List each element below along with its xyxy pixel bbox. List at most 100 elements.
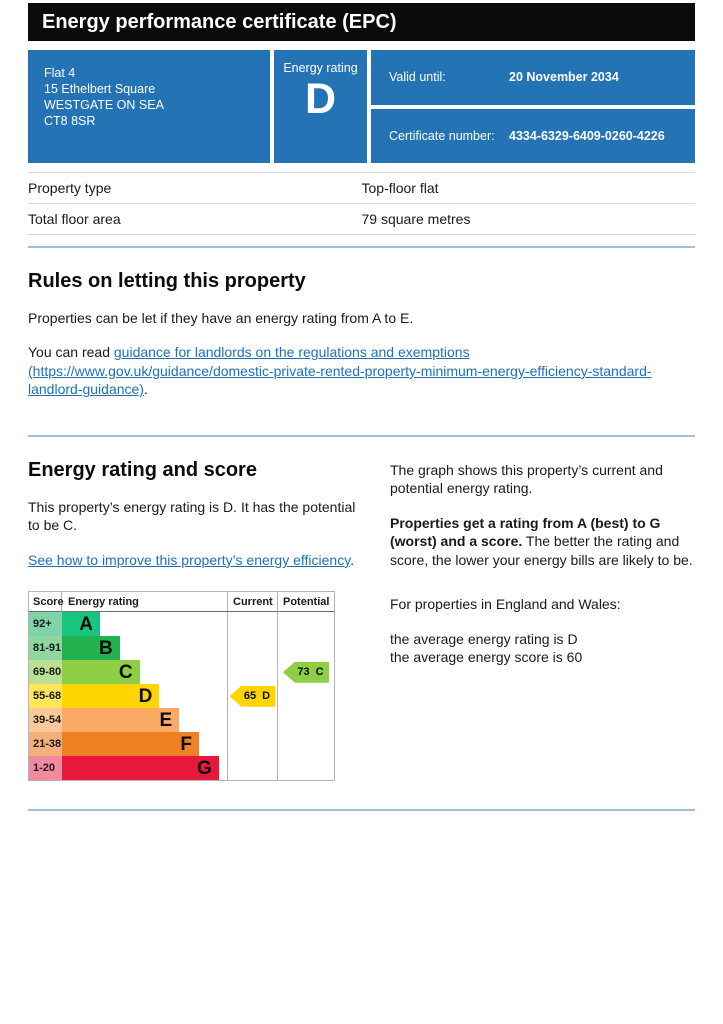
band-score-range: 69-80 [29, 660, 62, 685]
fact-value: 79 square metres [361, 211, 471, 227]
valid-until-row: Valid until: 20 November 2034 [371, 50, 695, 105]
potential-column-cell [277, 756, 334, 781]
chart-header-energy-rating: Energy rating [62, 592, 227, 613]
current-column-cell [227, 660, 277, 685]
band-score-range: 1-20 [29, 756, 62, 781]
potential-column-cell: 73 C [277, 660, 334, 685]
page-title-bar: Energy performance certificate (EPC) [28, 3, 695, 41]
average-rating-line: the average energy rating is D [390, 630, 578, 647]
band-letter: E [159, 709, 173, 731]
rules-link-paragraph: You can read guidance for landlords on t… [28, 343, 695, 398]
band-bar: B [62, 636, 120, 661]
rating-explainer-bold: Properties get a rating from A (best) to… [390, 514, 661, 550]
current-column-cell [227, 612, 277, 637]
current-column-cell [227, 708, 277, 733]
current-rating-tag: 65 D [229, 685, 276, 707]
certificate-summary-panel: Flat 4 15 Ethelbert Square WESTGATE ON S… [28, 50, 695, 163]
rating-section: Energy rating and score This property’s … [28, 453, 695, 782]
valid-until-value: 20 November 2034 [509, 70, 619, 85]
band-bar: E [62, 708, 180, 733]
potential-column-cell [277, 684, 334, 709]
band-letter: C [118, 661, 133, 683]
band-bar-cell: B [62, 636, 227, 661]
rules-link-prefix: You can read [28, 344, 114, 361]
certificate-number-row: Certificate number: 4334-6329-6409-0260-… [371, 108, 695, 163]
band-score-range: 21-38 [29, 732, 62, 757]
table-row: Total floor area 79 square metres [28, 204, 695, 235]
certificate-meta: Valid until: 20 November 2034 Certificat… [371, 50, 695, 163]
chart-header-current: Current [227, 592, 277, 613]
rating-explainer-rest: The better the rating and score, the low… [390, 533, 693, 568]
band-letter: G [196, 757, 212, 779]
rules-paragraph: Properties can be let if they have an en… [28, 310, 414, 326]
averages-intro: For properties in England and Wales: [390, 596, 621, 613]
table-row: Property type Top-floor flat [28, 172, 695, 204]
epc-rating-chart: Score Energy rating Current Potential 92… [28, 591, 335, 782]
address-line-2: 15 Ethelbert Square [44, 82, 156, 96]
rating-section-right: The graph shows this property’s current … [390, 453, 695, 781]
band-bar-cell: E [62, 708, 227, 733]
band-bar-cell: D [62, 684, 227, 709]
improve-link-paragraph: See how to improve this property’s energ… [28, 551, 362, 569]
fact-label: Property type [28, 180, 112, 196]
energy-rating-label: Energy rating [283, 61, 358, 75]
energy-rating-value: D [304, 75, 337, 123]
averages-block: the average energy rating is D the avera… [390, 630, 695, 667]
graph-intro-paragraph: The graph shows this property’s current … [390, 461, 663, 497]
rules-link-suffix: . [143, 381, 148, 398]
band-letter: B [99, 637, 113, 659]
band-score-range: 81-91 [29, 636, 62, 661]
band-score-range: 39-54 [29, 708, 62, 733]
current-column-cell: 65 D [227, 684, 277, 709]
band-score-range: 92+ [29, 612, 62, 637]
current-column-cell [227, 732, 277, 757]
epc-page: Energy performance certificate (EPC) Fla… [28, 3, 695, 812]
band-bar-cell: G [62, 756, 227, 781]
band-bar: G [62, 756, 219, 781]
band-bar-cell: A [62, 612, 227, 637]
rating-summary-paragraph: This property’s energy rating is D. It h… [28, 498, 356, 534]
address-line-1: Flat 4 [44, 66, 76, 80]
certificate-number-value: 4334-6329-6409-0260-4226 [509, 128, 665, 143]
rating-section-heading: Energy rating and score [28, 458, 257, 481]
improve-link-suffix: . [350, 551, 355, 568]
page-title: Energy performance certificate (EPC) [42, 10, 397, 33]
chart-header-score: Score [29, 592, 64, 613]
potential-column-cell [277, 732, 334, 757]
potential-column-cell [277, 636, 334, 661]
section-separator [28, 246, 695, 248]
certificate-number-label: Certificate number: [389, 128, 495, 143]
chart-header-potential: Potential [277, 592, 334, 613]
valid-until-label: Valid until: [389, 70, 446, 85]
band-bar-cell: C [62, 660, 227, 685]
band-bar: C [62, 660, 140, 685]
rating-section-left: Energy rating and score This property’s … [28, 453, 362, 782]
current-column-cell [227, 756, 277, 781]
rules-section-heading: Rules on letting this property [28, 270, 306, 292]
address-line-3: WESTGATE ON SEA [44, 98, 164, 112]
rating-explainer-paragraph: Properties get a rating from A (best) to… [390, 514, 695, 569]
band-bar-cell: F [62, 732, 227, 757]
band-letter: D [138, 685, 153, 707]
potential-column-cell [277, 612, 334, 637]
band-score-range: 55-68 [29, 684, 62, 709]
band-letter: F [180, 733, 192, 755]
address-line-4: CT8 8SR [44, 114, 96, 128]
improve-efficiency-link[interactable]: See how to improve this property’s energ… [28, 551, 351, 568]
band-letter: A [79, 613, 93, 635]
potential-rating-tag: 73 C [283, 661, 329, 683]
fact-label: Total floor area [28, 211, 121, 227]
band-bar: D [62, 684, 160, 709]
band-bar: A [62, 612, 100, 637]
key-facts-table: Property type Top-floor flat Total floor… [28, 172, 695, 235]
property-address: Flat 4 15 Ethelbert Square WESTGATE ON S… [28, 50, 270, 163]
section-separator [28, 809, 695, 812]
band-bar: F [62, 732, 199, 757]
landlord-guidance-link[interactable]: guidance for landlords on the regulation… [28, 344, 652, 398]
fact-value: Top-floor flat [361, 180, 439, 196]
average-score-line: the average energy score is 60 [390, 649, 583, 666]
energy-rating-box: Energy rating D [274, 50, 367, 163]
current-column-cell [227, 636, 277, 661]
section-separator [28, 434, 695, 437]
potential-column-cell [277, 708, 334, 733]
